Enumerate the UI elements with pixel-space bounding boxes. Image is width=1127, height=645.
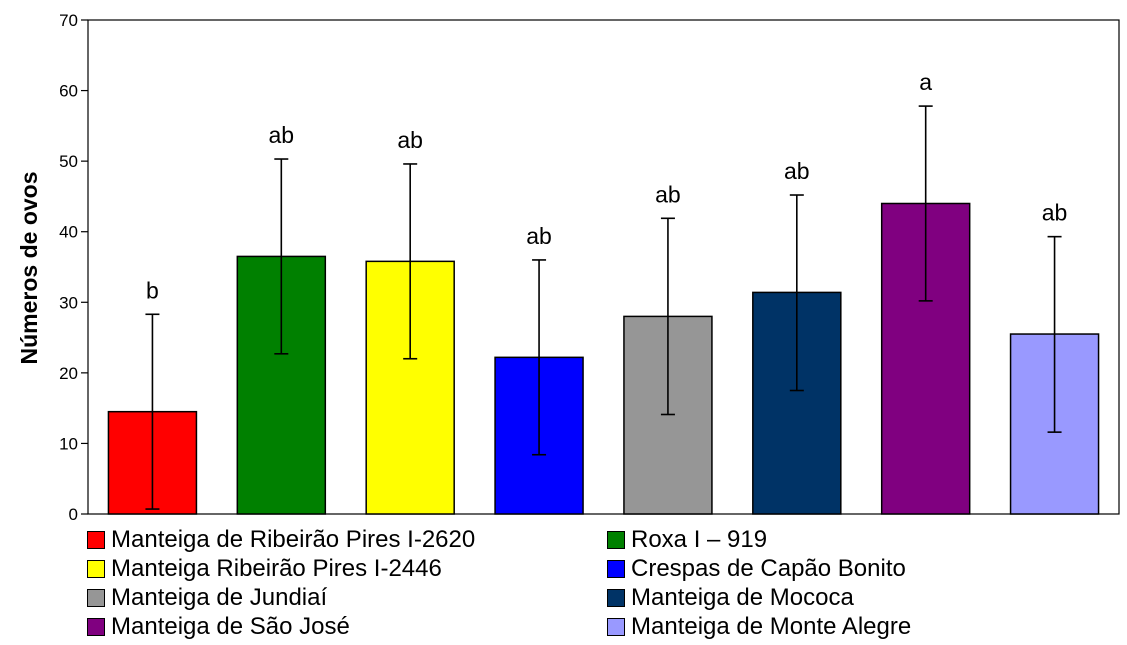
significance-label: ab [397,127,423,153]
plot-frame [87,19,1120,515]
y-tick-label: 70 [59,11,78,30]
legend-swatch [87,588,105,607]
y-tick-label: 60 [59,82,78,101]
y-tick-label: 0 [69,505,78,524]
y-tick-label: 20 [59,364,78,383]
legend-swatch [607,559,625,578]
legend-swatch [87,559,105,578]
significance-label: ab [269,122,295,148]
legend-item: Manteiga de São José [87,612,607,641]
legend-item: Manteiga de Ribeirão Pires I-2620 [87,525,607,554]
legend-label: Manteiga de Ribeirão Pires I-2620 [111,525,476,553]
legend-swatch [87,617,105,636]
significance-label: ab [526,223,552,249]
y-axis-label: Números de ovos [16,172,42,365]
legend-item: Manteiga de Mococa [607,583,1107,612]
legend-label: Roxa I – 919 [631,525,768,553]
legend-label: Manteiga Ribeirão Pires I-2446 [111,554,442,582]
legend-item: Roxa I – 919 [607,525,1107,554]
legend-item: Manteiga Ribeirão Pires I-2446 [87,554,607,583]
y-tick-label: 50 [59,152,78,171]
bar-chart: Números de ovos 0 10 20 30 40 50 60 70 b ab ab ab ab… [16,11,1120,524]
legend-label: Manteiga de Jundiaí [111,583,328,611]
legend-label: Manteiga de Mococa [631,583,854,611]
legend-swatch [87,530,105,549]
legend-swatch [607,530,625,549]
legend-swatch [607,617,625,636]
legend-swatch [607,588,625,607]
legend: Manteiga de Ribeirão Pires I-2620 Roxa I… [87,525,1117,643]
y-tick-label: 30 [59,293,78,312]
y-tick-label: 40 [59,223,78,242]
legend-item: Crespas de Capão Bonito [607,554,1107,583]
legend-label: Crespas de Capão Bonito [631,554,906,582]
significance-label: a [919,69,932,95]
legend-item: Manteiga de Jundiaí [87,583,607,612]
legend-label: Manteiga de Monte Alegre [631,612,912,640]
plot-area: 0 10 20 30 40 50 60 70 b ab ab ab ab ab a ab [59,11,1120,524]
significance-label: b [146,277,159,303]
y-tick-label: 10 [59,434,78,453]
significance-label: ab [1042,200,1068,226]
legend-label: Manteiga de São José [111,612,350,640]
significance-label: ab [784,158,810,184]
legend-item: Manteiga de Monte Alegre [607,612,1107,641]
significance-label: ab [655,181,681,207]
